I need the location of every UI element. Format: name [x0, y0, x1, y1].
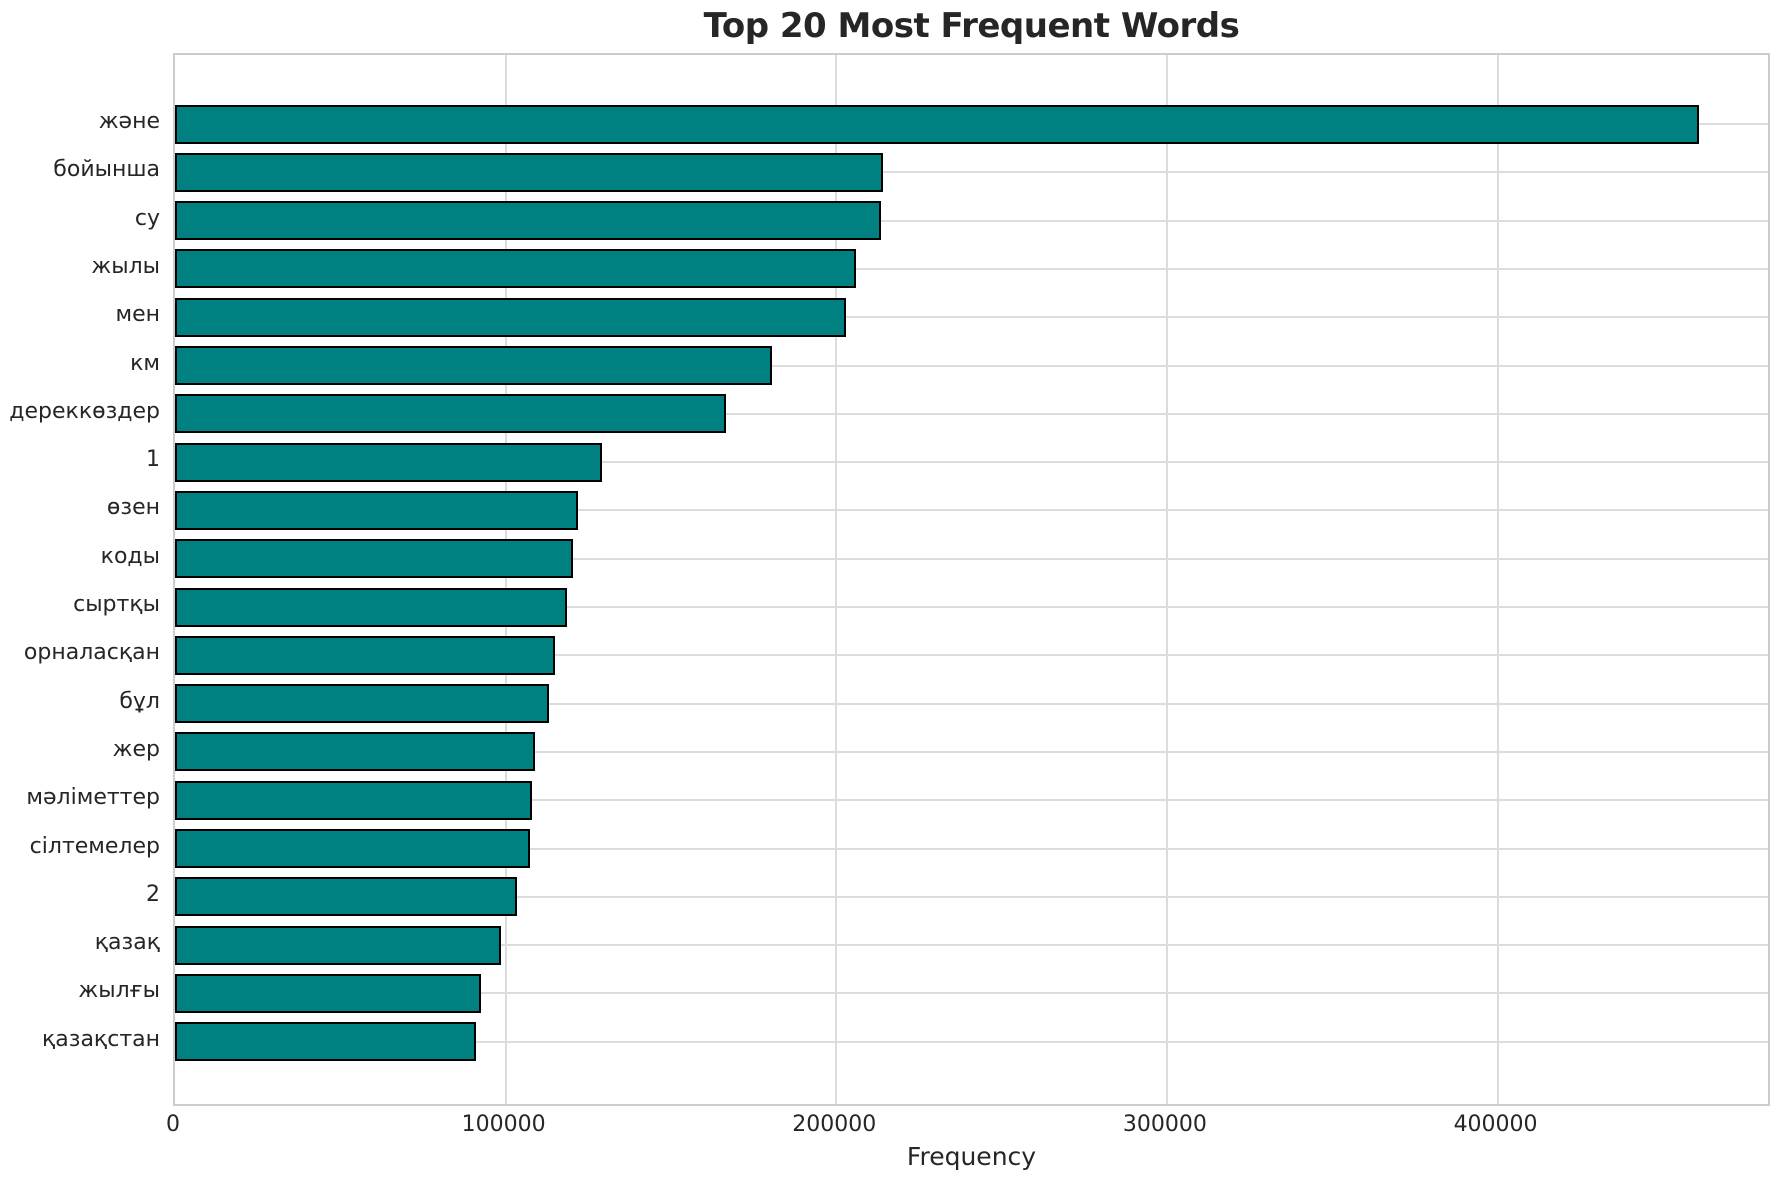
y-gridline	[175, 364, 1768, 367]
y-gridline	[175, 606, 1768, 608]
bar-және	[175, 104, 1700, 144]
bar-км	[175, 346, 772, 385]
bar-2	[175, 877, 518, 917]
x-gridline	[1496, 55, 1499, 1104]
y-gridline	[175, 461, 1768, 464]
y-tick-label: коды	[100, 543, 160, 569]
y-gridline	[175, 654, 1768, 657]
bar-мен	[175, 297, 847, 337]
y-tick-label: жылғы	[78, 978, 160, 1004]
bar-қазақ	[175, 925, 501, 965]
y-gridline	[175, 702, 1768, 705]
x-gridline	[504, 55, 507, 1104]
y-gridline	[175, 509, 1768, 512]
y-tick-label: қазақстан	[41, 1026, 160, 1052]
x-axis-tick-labels: 0 100000 200000 300000 400000	[0, 1110, 1785, 1140]
y-gridline	[175, 1040, 1768, 1043]
bar-сыртқы	[175, 587, 567, 627]
y-tick-label: сілтемелер	[29, 833, 160, 859]
bar-орналасқан	[175, 635, 556, 675]
y-tick-label: бойынша	[53, 157, 160, 183]
bar-сілтемелер	[175, 829, 531, 868]
x-tick-label: 200000	[792, 1112, 877, 1137]
chart-title: Top 20 Most Frequent Words	[703, 6, 1240, 46]
y-tick-label: су	[134, 205, 160, 231]
y-gridline	[175, 316, 1768, 319]
bar-1	[175, 442, 602, 482]
y-tick-label: жылы	[91, 253, 160, 279]
y-axis-labels: және бойынша су жылы мен км дереккөздер 1 өзен ко…	[0, 53, 160, 1106]
bar-жылы	[175, 249, 857, 289]
x-gridline	[1165, 55, 1168, 1104]
y-tick-label: өзен	[106, 495, 160, 521]
bar-дереккөздер	[175, 394, 726, 434]
plot-area	[173, 53, 1770, 1106]
x-axis-title: Frequency	[906, 1142, 1037, 1171]
y-gridline	[175, 944, 1768, 947]
x-tick-label: 400000	[1453, 1112, 1538, 1137]
y-gridline	[175, 847, 1768, 850]
y-tick-label: мәліметтер	[26, 785, 160, 811]
y-gridline	[175, 219, 1768, 222]
x-gridline	[835, 55, 838, 1104]
y-tick-label: сыртқы	[73, 592, 160, 617]
y-gridline	[175, 895, 1768, 898]
y-tick-label: қазақ	[94, 930, 160, 956]
y-gridline	[175, 557, 1768, 560]
y-tick-label: және	[98, 109, 160, 134]
bar-өзен	[175, 490, 579, 530]
y-gridline	[175, 171, 1768, 174]
bar-бұл	[175, 684, 549, 724]
y-gridline	[175, 799, 1768, 802]
y-tick-label: км	[130, 350, 160, 376]
bar-жер	[175, 732, 536, 772]
y-gridline	[175, 412, 1768, 415]
bar-коды	[175, 539, 574, 579]
y-gridline	[175, 750, 1768, 753]
y-gridline	[175, 992, 1768, 995]
y-tick-label: 1	[146, 447, 160, 473]
y-tick-label: 2	[146, 881, 160, 907]
bar-қазақстан	[175, 1022, 476, 1062]
x-tick-label: 300000	[1122, 1112, 1207, 1137]
x-tick-label: 100000	[461, 1112, 546, 1137]
bar-су	[175, 201, 881, 241]
bar-бойынша	[175, 152, 883, 192]
y-tick-label: бұл	[119, 688, 160, 714]
y-gridline	[175, 267, 1768, 270]
y-tick-label: жер	[112, 736, 160, 762]
y-tick-label: мен	[115, 302, 160, 328]
bar-мәліметтер	[175, 780, 533, 820]
bar-жылғы	[175, 973, 481, 1013]
y-tick-label: дереккөздер	[9, 398, 160, 424]
y-tick-label: орналасқан	[23, 640, 160, 666]
x-tick-label: 0	[166, 1112, 180, 1137]
